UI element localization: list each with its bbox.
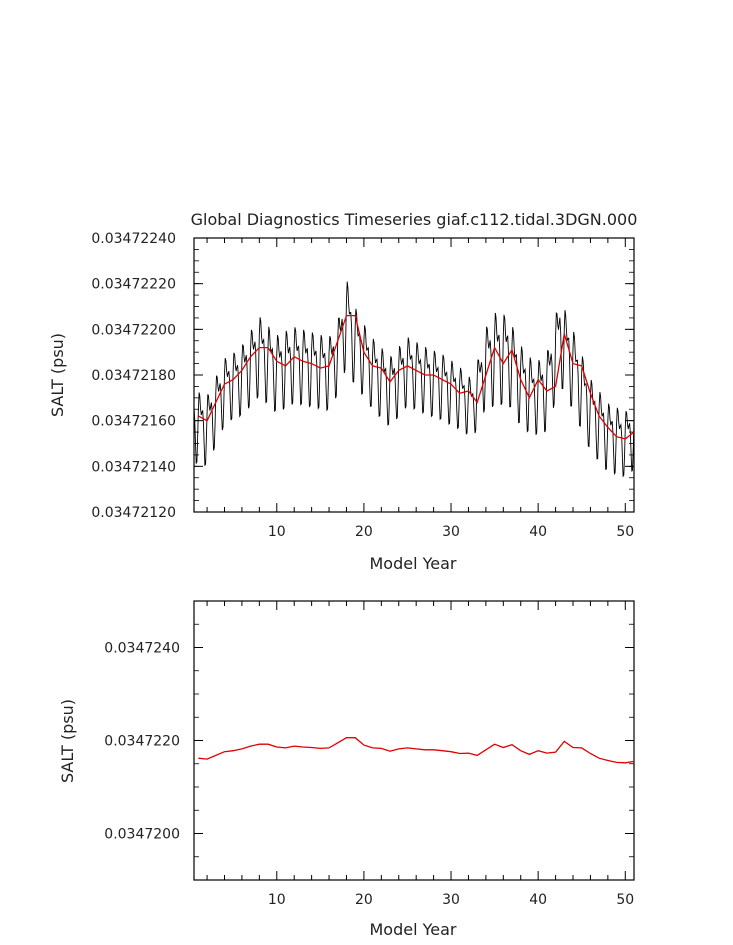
top-y-tick-label: 0.03472160 (91, 414, 176, 430)
top-y-tick-label: 0.03472180 (91, 368, 176, 384)
top-x-tick-label: 50 (616, 524, 634, 540)
top-y-tick-label: 0.03472140 (91, 459, 176, 475)
top-plot-lines (193, 281, 635, 478)
top-x-tick-label: 30 (442, 524, 460, 540)
top-grid-ticks (194, 237, 634, 513)
bottom-y-tick-label: 0.0347240 (104, 641, 180, 657)
bottom-x-tick-label: 30 (442, 892, 460, 908)
bottom-x-axis-label: Model Year (370, 920, 457, 939)
bottom-x-tick-label: 50 (616, 892, 634, 908)
bottom-y-tick-label: 0.0347200 (104, 827, 180, 843)
top-chart: Global Diagnostics Timeseries giaf.c112.… (48, 210, 637, 573)
top-y-tick-label: 0.03472120 (91, 505, 176, 521)
bottom-plot-frame (193, 600, 635, 881)
top-x-tick-label: 10 (268, 524, 286, 540)
top-series-monthly (193, 281, 635, 478)
top-y-tick-label: 0.03472220 (91, 277, 176, 293)
top-plot-frame (193, 237, 635, 513)
bottom-x-tick-labels: 10 20 30 40 50 (268, 892, 634, 908)
top-y-tick-label: 0.03472240 (91, 231, 176, 247)
bottom-grid-ticks (194, 600, 634, 881)
bottom-x-tick-label: 20 (355, 892, 373, 908)
bottom-y-tick-labels: 0.0347200 0.0347220 0.0347240 (104, 641, 180, 843)
bottom-series-annual (198, 737, 635, 764)
bottom-y-tick-label: 0.0347220 (104, 734, 180, 750)
top-series-annual (198, 314, 635, 440)
bottom-x-tick-label: 10 (268, 892, 286, 908)
bottom-x-tick-label: 40 (529, 892, 547, 908)
bottom-plot-lines (198, 737, 635, 764)
top-x-axis-label: Model Year (370, 554, 457, 573)
bottom-y-axis-label: SALT (psu) (58, 699, 77, 783)
top-x-tick-labels: 10 20 30 40 50 (268, 524, 634, 540)
top-x-tick-label: 20 (355, 524, 373, 540)
top-x-tick-label: 40 (529, 524, 547, 540)
chart-title: Global Diagnostics Timeseries giaf.c112.… (191, 210, 638, 229)
top-y-axis-label: SALT (psu) (48, 333, 67, 417)
bottom-chart: 0.0347200 0.0347220 0.0347240 10 20 30 40 50 M… (58, 600, 635, 939)
top-y-tick-label: 0.03472200 (91, 322, 176, 338)
top-y-tick-labels: 0.03472120 0.03472140 0.03472160 0.03472180… (91, 231, 176, 521)
